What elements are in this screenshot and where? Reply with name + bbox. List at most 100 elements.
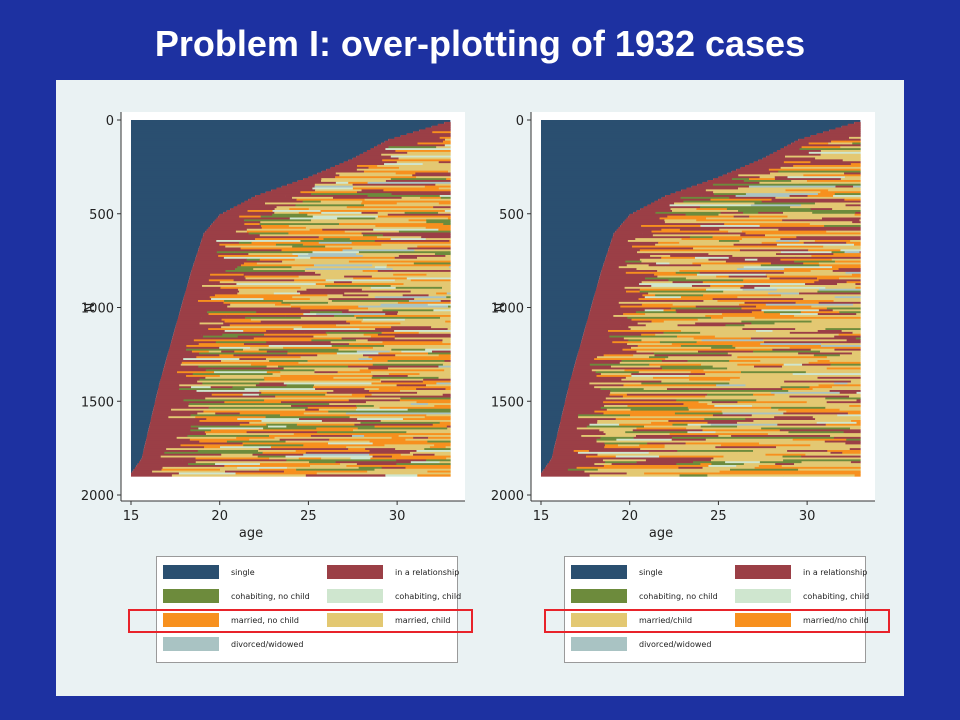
band-married-no-child: [659, 217, 707, 220]
band-married-child: [800, 457, 861, 460]
band-in-a-relationship: [153, 406, 209, 410]
band-married-no-child: [718, 249, 741, 252]
band-married-child: [594, 463, 612, 466]
band-married-child: [723, 316, 756, 320]
band-married-no-child: [191, 350, 210, 353]
band-single: [541, 390, 568, 393]
band-married-no-child: [269, 324, 298, 327]
band-in-a-relationship: [810, 208, 833, 211]
band-in-a-relationship: [613, 367, 663, 370]
band-single: [131, 211, 224, 215]
band-cohabiting-child: [792, 373, 861, 376]
band-in-a-relationship: [144, 444, 181, 447]
band-married-no-child: [349, 238, 391, 241]
band-married-child: [794, 358, 861, 361]
band-single: [541, 436, 557, 440]
band-divorced-widowed: [776, 240, 800, 243]
band-in-a-relationship: [833, 436, 861, 440]
band-single: [131, 410, 153, 413]
band-cohabiting-child: [267, 425, 287, 428]
band-single: [541, 234, 614, 237]
band-in-a-relationship: [607, 326, 629, 329]
band-in-a-relationship: [348, 399, 401, 402]
band-in-a-relationship: [736, 168, 770, 172]
band-married-no-child: [427, 470, 451, 473]
band-married-child: [657, 270, 680, 273]
band-married-no-child: [349, 322, 401, 325]
band-married-child: [643, 388, 668, 391]
band-cohabiting-child: [687, 431, 716, 434]
band-single: [131, 435, 147, 438]
band-single: [541, 288, 596, 292]
band-in-a-relationship: [197, 251, 218, 254]
band-in-a-relationship: [200, 241, 240, 245]
band-married-no-child: [732, 345, 822, 348]
band-married-no-child: [651, 320, 665, 323]
band-in-a-relationship: [225, 470, 285, 473]
band-in-a-relationship: [312, 174, 340, 177]
legend-item: divorced/widowed: [571, 637, 711, 651]
band-cohabiting-no-child: [220, 451, 263, 455]
band-single: [541, 202, 651, 205]
band-in-a-relationship: [285, 195, 341, 198]
band-cohabiting-no-child: [426, 221, 451, 224]
band-married-child: [426, 414, 451, 417]
band-married-child: [701, 363, 738, 367]
band-in-a-relationship: [548, 461, 606, 464]
band-in-a-relationship: [211, 337, 255, 340]
band-in-a-relationship: [647, 279, 669, 282]
band-single: [541, 264, 604, 267]
band-single: [541, 457, 552, 460]
band-married-child: [445, 138, 451, 142]
x-axis-label: age: [239, 526, 263, 541]
band-married-no-child: [424, 416, 451, 419]
band-single: [131, 390, 158, 393]
band-married-child: [805, 453, 861, 457]
band-married-no-child: [804, 470, 861, 473]
band-in-a-relationship: [375, 328, 448, 331]
band-in-a-relationship: [600, 273, 655, 277]
band-married-no-child: [320, 210, 380, 213]
band-in-a-relationship: [570, 376, 627, 380]
band-married-child: [833, 320, 861, 323]
band-married-child: [433, 168, 451, 172]
band-married-child: [219, 281, 304, 284]
band-married-no-child: [210, 273, 244, 277]
band-married-no-child: [378, 210, 446, 213]
band-married-no-child: [364, 435, 399, 438]
band-married-no-child: [607, 330, 682, 333]
band-divorced-widowed: [308, 253, 357, 256]
band-married-child: [849, 393, 861, 397]
band-married-no-child: [404, 465, 451, 468]
band-single: [541, 120, 861, 123]
band-married-no-child: [436, 343, 451, 346]
band-married-child: [282, 300, 333, 303]
band-cohabiting-no-child: [404, 211, 439, 215]
band-married-child: [839, 468, 861, 472]
band-married-child: [849, 395, 861, 398]
band-in-a-relationship: [160, 376, 206, 380]
band-single: [131, 196, 252, 200]
band-single: [131, 315, 179, 318]
band-married-child: [811, 320, 834, 323]
band-single: [131, 363, 165, 367]
band-married-no-child: [793, 165, 832, 168]
band-cohabiting-no-child: [771, 406, 826, 410]
band-cohabiting-no-child: [627, 316, 712, 320]
band-divorced-widowed: [410, 403, 429, 406]
band-in-a-relationship: [772, 348, 812, 352]
band-single: [541, 337, 583, 340]
band-married-child: [826, 356, 861, 359]
band-married-no-child: [303, 444, 385, 447]
band-in-a-relationship: [178, 316, 202, 320]
band-married-no-child: [346, 206, 434, 209]
band-married-child: [327, 333, 364, 337]
band-single: [541, 228, 617, 232]
band-in-a-relationship: [853, 238, 861, 241]
band-divorced-widowed: [358, 305, 449, 308]
band-married-child: [801, 204, 846, 207]
band-in-a-relationship: [297, 290, 380, 293]
band-single: [541, 429, 559, 432]
band-married-child: [365, 401, 417, 404]
band-married-child: [821, 343, 861, 346]
